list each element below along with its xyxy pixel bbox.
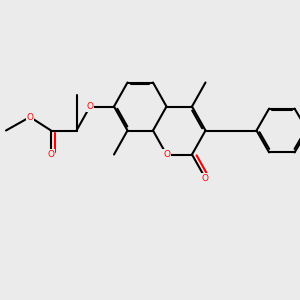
Text: O: O xyxy=(26,112,34,122)
Text: O: O xyxy=(163,150,170,159)
Text: O: O xyxy=(202,174,209,183)
Text: O: O xyxy=(47,150,55,159)
Text: O: O xyxy=(86,102,94,111)
